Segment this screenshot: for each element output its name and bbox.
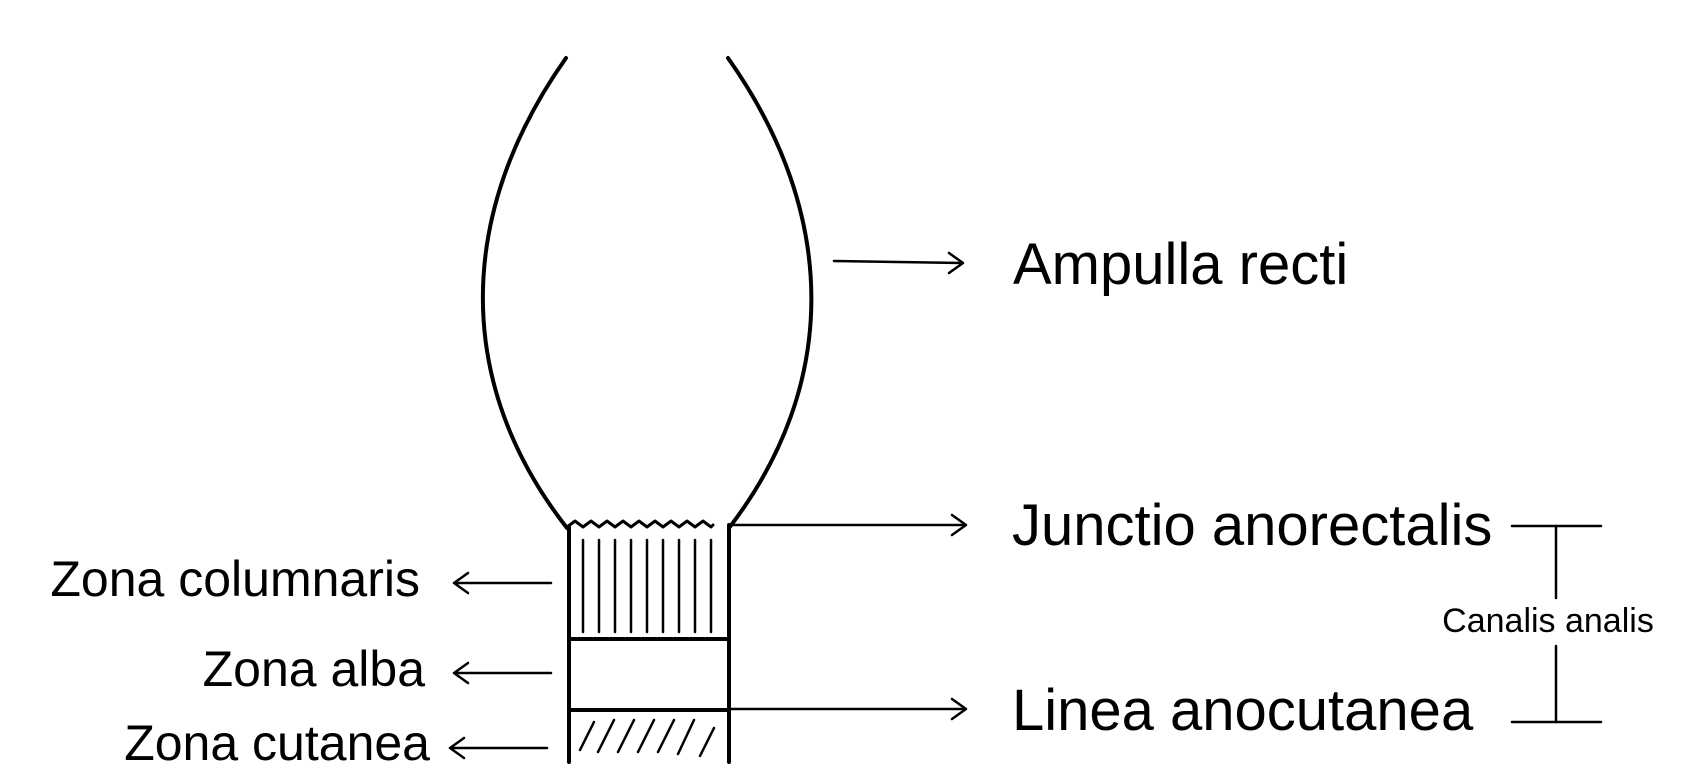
label-ampulla-recti: Ampulla recti	[1013, 232, 1348, 297]
arrow-linea-anocutanea	[727, 697, 968, 721]
ampulla-outline	[480, 56, 814, 530]
anorectal-junction-wavy-line	[565, 519, 715, 529]
label-linea-anocutanea: Linea anocutanea	[1012, 678, 1474, 743]
label-canalis-analis: Canalis analis	[1442, 602, 1654, 640]
anal-canal-tube	[567, 523, 731, 764]
label-zona-cutanea: Zona cutanea	[124, 715, 430, 771]
ampulla-right-wall	[726, 56, 814, 530]
label-junctio-anorectalis: Junctio anorectalis	[1012, 493, 1492, 558]
label-zona-columnaris: Zona columnaris	[50, 551, 420, 607]
zona-cutanea-hatching	[578, 718, 716, 758]
arrow-zona-alba	[452, 661, 553, 685]
arrow-zona-columnaris	[452, 571, 553, 595]
canalis-analis-bracket	[1510, 524, 1603, 724]
arrow-ampulla-recti	[832, 251, 965, 275]
zona-columnaris-hatching	[581, 538, 713, 634]
label-zona-alba: Zona alba	[203, 641, 426, 697]
arrow-zona-cutanea	[448, 736, 549, 760]
ampulla-left-wall	[480, 56, 569, 530]
arrow-junctio-anorectalis	[727, 513, 968, 537]
